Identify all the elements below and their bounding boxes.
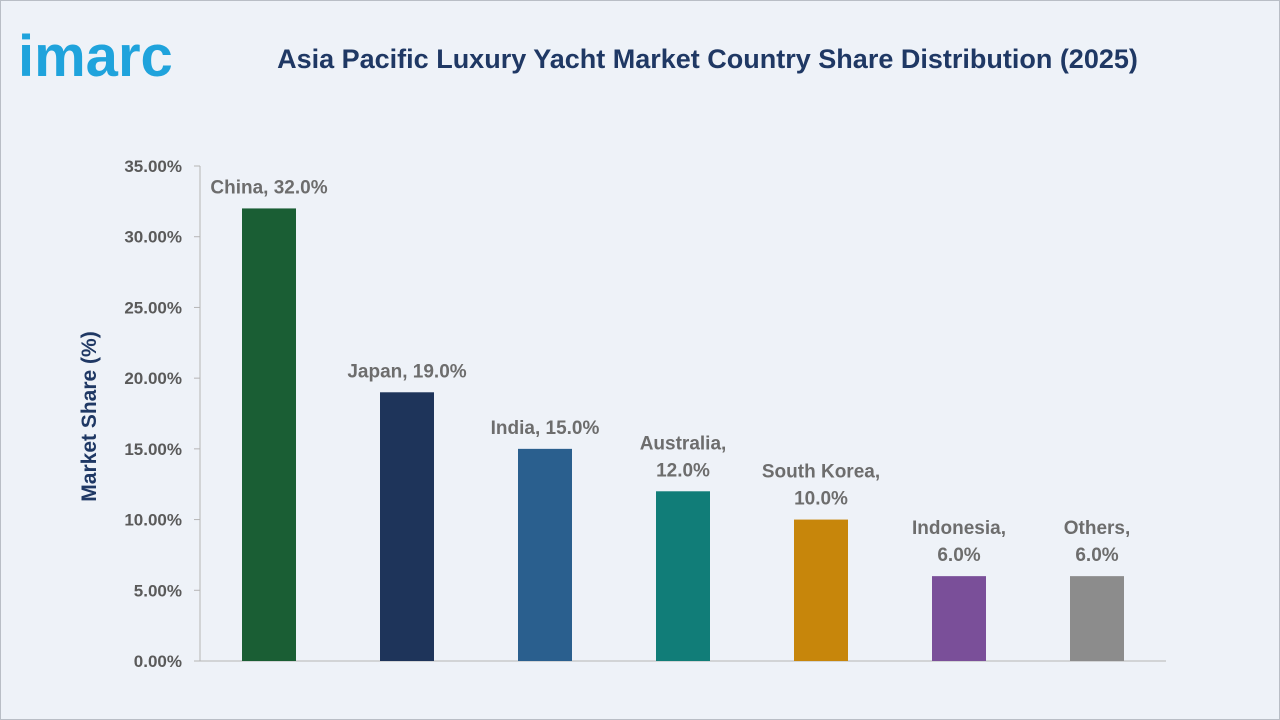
y-tick-label: 0.00% xyxy=(134,652,182,671)
data-label: Australia, xyxy=(640,433,727,454)
data-label: Indonesia, xyxy=(912,518,1006,539)
bar-china xyxy=(242,208,296,661)
bar-japan xyxy=(380,392,434,661)
bar-others xyxy=(1070,576,1124,661)
bar-australia xyxy=(656,491,710,661)
bar-india xyxy=(518,448,572,661)
y-tick-label: 35.00% xyxy=(124,157,182,176)
chart-title: Asia Pacific Luxury Yacht Market Country… xyxy=(277,44,1138,74)
data-label: 12.0% xyxy=(656,460,710,481)
data-labels: China, 32.0% Japan, 19.0% India, 15.0% Aust… xyxy=(210,177,1130,566)
bar-indonesia xyxy=(932,576,986,661)
y-tick-label: 5.00% xyxy=(134,581,182,600)
bars xyxy=(242,208,1124,661)
y-tick-label: 15.00% xyxy=(124,440,182,459)
y-tick-label: 30.00% xyxy=(124,228,182,247)
y-tick-label: 20.00% xyxy=(124,369,182,388)
y-axis-label: Market Share (%) xyxy=(78,331,101,501)
data-label: Others, xyxy=(1064,518,1131,539)
data-label: 10.0% xyxy=(794,489,848,510)
data-label: 6.0% xyxy=(1075,545,1118,566)
imarc-logo: imarc xyxy=(18,24,173,89)
logo-text: imarc xyxy=(18,24,173,89)
data-label: Japan, 19.0% xyxy=(347,361,466,382)
data-label: South Korea, xyxy=(762,462,880,483)
data-label: 6.0% xyxy=(937,545,980,566)
y-tick-label: 25.00% xyxy=(124,298,182,317)
data-label: India, 15.0% xyxy=(491,418,600,439)
bar-south-korea xyxy=(794,519,848,661)
y-axis-ticks: 0.00% 5.00% 10.00% 15.00% 20.00% 25.00% 30.00%… xyxy=(124,157,200,671)
data-label: China, 32.0% xyxy=(210,177,327,198)
y-tick-label: 10.00% xyxy=(124,511,182,530)
